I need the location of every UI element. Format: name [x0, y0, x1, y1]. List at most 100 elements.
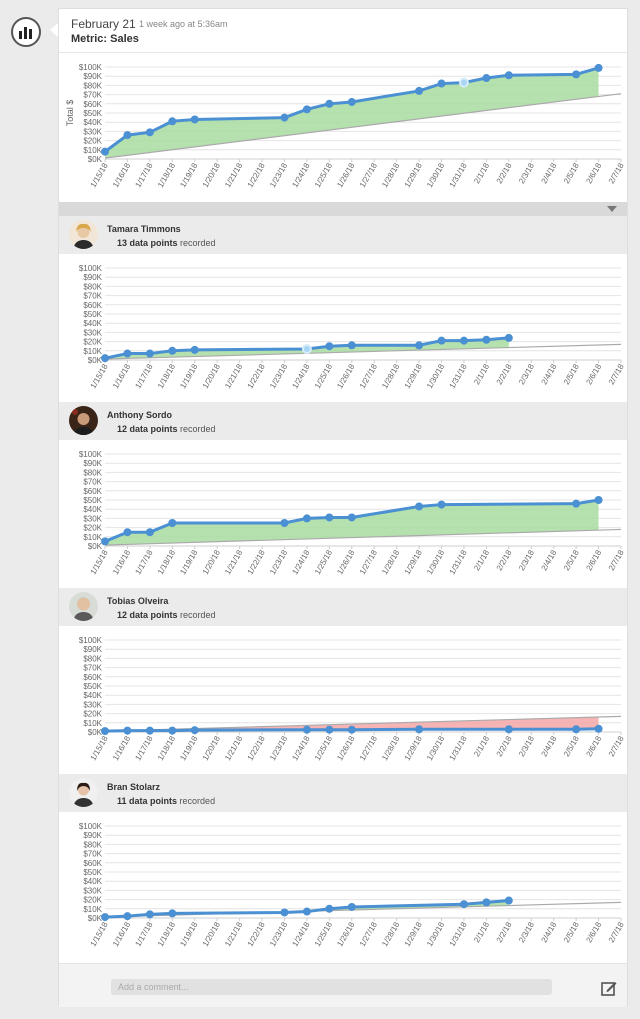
- chevron-down-icon[interactable]: [607, 206, 617, 212]
- data-point[interactable]: [504, 333, 513, 342]
- data-point[interactable]: [145, 910, 154, 919]
- data-point[interactable]: [325, 513, 334, 522]
- x-tick-label: 1/17/18: [133, 362, 154, 390]
- data-point[interactable]: [594, 724, 603, 733]
- x-tick-label: 1/25/18: [313, 161, 334, 189]
- data-point[interactable]: [325, 99, 334, 108]
- data-point[interactable]: [280, 519, 289, 527]
- data-point[interactable]: [280, 908, 289, 917]
- y-tick-label: $60K: [83, 100, 102, 109]
- x-tick-label: 1/21/18: [223, 734, 244, 762]
- x-tick-label: 1/15/18: [89, 734, 110, 762]
- data-point[interactable]: [437, 500, 446, 509]
- data-point[interactable]: [168, 346, 177, 355]
- data-point[interactable]: [145, 726, 154, 735]
- data-point[interactable]: [302, 105, 311, 114]
- y-tick-label: $30K: [83, 127, 102, 136]
- data-point[interactable]: [302, 514, 311, 523]
- data-point[interactable]: [437, 79, 446, 88]
- data-point[interactable]: [123, 912, 132, 921]
- data-point[interactable]: [325, 725, 334, 734]
- data-point[interactable]: [594, 63, 603, 72]
- app-logo: [11, 17, 41, 47]
- data-point[interactable]: [123, 131, 132, 140]
- data-point[interactable]: [101, 537, 109, 546]
- data-point[interactable]: [168, 519, 177, 527]
- data-point[interactable]: [168, 909, 177, 918]
- x-tick-label: 1/27/18: [358, 362, 379, 390]
- data-point[interactable]: [572, 70, 581, 79]
- x-tick-label: 1/18/18: [156, 548, 177, 576]
- data-point[interactable]: [190, 115, 199, 124]
- x-tick-label: 1/21/18: [223, 548, 244, 576]
- avatar[interactable]: [69, 592, 98, 621]
- data-point[interactable]: [459, 336, 468, 345]
- data-point[interactable]: [302, 907, 311, 916]
- edit-icon[interactable]: [601, 980, 617, 996]
- data-point[interactable]: [190, 726, 199, 735]
- data-point[interactable]: [572, 499, 581, 508]
- data-point[interactable]: [101, 354, 109, 363]
- data-point[interactable]: [145, 528, 154, 537]
- data-point[interactable]: [347, 513, 356, 522]
- data-point[interactable]: [190, 345, 199, 354]
- data-point[interactable]: [145, 128, 154, 137]
- data-point[interactable]: [347, 725, 356, 734]
- x-tick-label: 1/27/18: [358, 161, 379, 189]
- data-point[interactable]: [504, 725, 513, 734]
- data-point[interactable]: [145, 349, 154, 358]
- data-point[interactable]: [459, 900, 468, 909]
- user-name[interactable]: Anthony Sordo: [107, 410, 172, 420]
- x-tick-label: 2/7/18: [607, 161, 626, 185]
- data-point[interactable]: [504, 896, 513, 905]
- data-point[interactable]: [415, 341, 424, 350]
- x-tick-label: 1/22/18: [246, 920, 267, 948]
- x-tick-label: 2/3/18: [517, 548, 536, 572]
- data-point[interactable]: [415, 725, 424, 734]
- expand-bar[interactable]: [59, 202, 627, 216]
- user-name[interactable]: Bran Stolarz: [107, 782, 161, 792]
- y-tick-label: $50K: [83, 868, 102, 877]
- user-name[interactable]: Tamara Timmons: [107, 224, 181, 234]
- data-point[interactable]: [325, 342, 334, 351]
- y-tick-label: $10K: [83, 905, 102, 914]
- data-point[interactable]: [482, 335, 491, 344]
- data-point[interactable]: [415, 502, 424, 511]
- y-tick-label: $80K: [83, 282, 102, 291]
- x-tick-label: 1/16/18: [111, 548, 132, 576]
- data-point[interactable]: [458, 77, 469, 88]
- data-point[interactable]: [123, 528, 132, 537]
- data-point[interactable]: [415, 86, 424, 95]
- user-name[interactable]: Tobias Olveira: [107, 596, 169, 606]
- y-tick-label: $90K: [83, 645, 102, 654]
- data-point[interactable]: [347, 902, 356, 911]
- data-point[interactable]: [101, 147, 109, 156]
- x-tick-label: 1/27/18: [358, 548, 379, 576]
- data-point[interactable]: [572, 725, 581, 734]
- data-point[interactable]: [347, 97, 356, 106]
- data-point[interactable]: [482, 898, 491, 907]
- data-point[interactable]: [437, 336, 446, 345]
- x-tick-label: 1/17/18: [133, 920, 154, 948]
- data-point[interactable]: [101, 913, 109, 922]
- data-point[interactable]: [347, 341, 356, 350]
- data-point[interactable]: [101, 727, 109, 736]
- data-point[interactable]: [594, 496, 603, 504]
- y-tick-label: $100K: [79, 636, 103, 645]
- data-point[interactable]: [504, 71, 513, 80]
- data-point[interactable]: [123, 726, 132, 735]
- series-area: [105, 67, 599, 159]
- data-point[interactable]: [482, 74, 491, 83]
- data-point[interactable]: [280, 113, 289, 122]
- x-tick-label: 2/4/18: [540, 920, 559, 944]
- data-point[interactable]: [325, 904, 334, 913]
- data-point[interactable]: [301, 343, 312, 354]
- data-point[interactable]: [302, 725, 311, 734]
- avatar[interactable]: [69, 778, 98, 807]
- comment-input[interactable]: [111, 979, 552, 995]
- avatar[interactable]: [69, 220, 98, 249]
- data-point[interactable]: [168, 726, 177, 735]
- data-point[interactable]: [123, 349, 132, 358]
- data-point[interactable]: [168, 117, 177, 126]
- avatar[interactable]: [69, 406, 98, 435]
